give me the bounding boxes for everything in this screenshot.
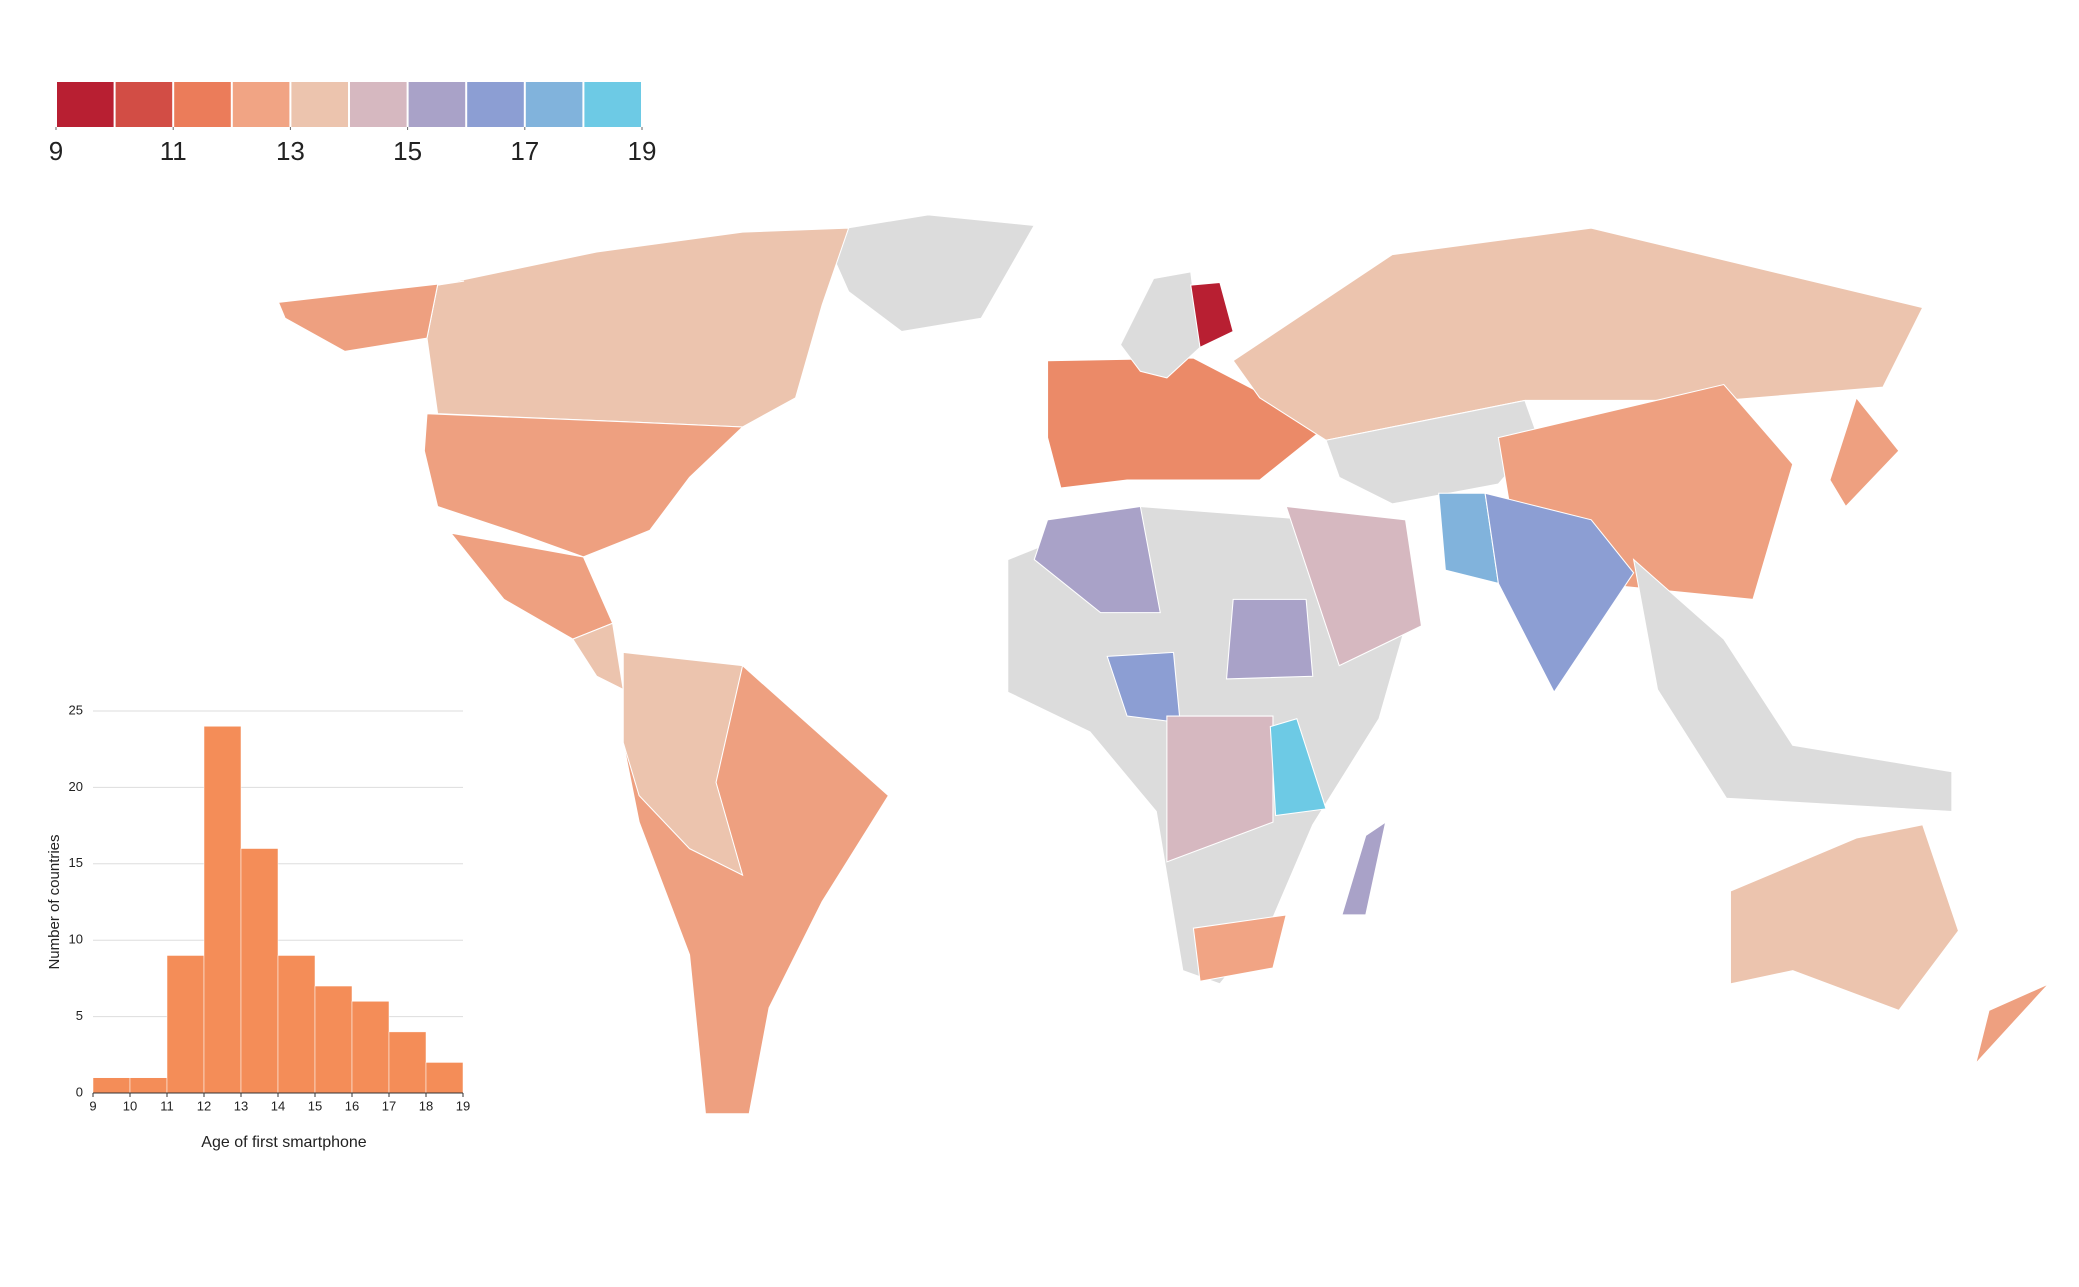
legend-swatch bbox=[467, 82, 524, 127]
canada bbox=[426, 227, 850, 428]
russia bbox=[1232, 227, 1924, 441]
bar bbox=[203, 726, 242, 1094]
x-tick-label: 17 bbox=[382, 1098, 396, 1113]
x-tick-label: 18 bbox=[419, 1098, 433, 1113]
legend-swatch bbox=[525, 82, 583, 127]
new-zealand bbox=[1975, 983, 2050, 1064]
legend-swatch bbox=[174, 82, 231, 127]
legend-swatch bbox=[350, 82, 407, 127]
legend-swatch bbox=[232, 82, 290, 127]
middle-east bbox=[1285, 505, 1423, 667]
madagascar bbox=[1341, 820, 1387, 916]
legend-tick-label: 13 bbox=[276, 136, 305, 166]
y-axis-label: Number of countries bbox=[46, 834, 63, 969]
legend-swatch bbox=[57, 82, 114, 127]
sudan bbox=[1225, 598, 1314, 680]
x-tick-label: 12 bbox=[197, 1098, 211, 1113]
y-tick-label: 20 bbox=[69, 779, 83, 794]
x-tick-label: 13 bbox=[234, 1098, 248, 1113]
y-tick-label: 15 bbox=[69, 855, 83, 870]
south-africa bbox=[1192, 914, 1287, 982]
central-asia bbox=[1325, 399, 1539, 505]
legend-tick-label: 15 bbox=[393, 136, 422, 166]
x-tick-label: 11 bbox=[160, 1098, 174, 1113]
bar bbox=[240, 848, 279, 1094]
x-axis-label: Age of first smartphone bbox=[201, 1134, 367, 1151]
x-tick-label: 10 bbox=[123, 1098, 137, 1113]
bar bbox=[166, 955, 205, 1094]
south-america-west bbox=[622, 651, 744, 877]
finland bbox=[1190, 281, 1234, 349]
legend-tick-label: 9 bbox=[49, 136, 63, 166]
bar bbox=[425, 1062, 464, 1094]
x-tick-label: 15 bbox=[308, 1098, 322, 1113]
legend-tick-label: 17 bbox=[510, 136, 539, 166]
india bbox=[1484, 492, 1635, 694]
world-map bbox=[277, 214, 2050, 1115]
bar bbox=[129, 1077, 168, 1094]
y-tick-label: 0 bbox=[76, 1084, 83, 1099]
legend-swatch bbox=[584, 82, 641, 127]
australia bbox=[1729, 824, 1960, 1012]
algeria bbox=[1033, 505, 1161, 614]
y-tick-label: 25 bbox=[69, 702, 83, 717]
southeast-asia bbox=[1632, 558, 1953, 813]
legend-swatch bbox=[291, 82, 348, 127]
y-tick-label: 5 bbox=[76, 1008, 83, 1023]
x-tick-label: 19 bbox=[456, 1098, 470, 1113]
central-africa bbox=[1166, 715, 1274, 863]
bar bbox=[314, 985, 353, 1094]
bar bbox=[92, 1077, 131, 1094]
legend-swatch bbox=[408, 82, 466, 127]
bar bbox=[277, 955, 316, 1094]
x-tick-label: 14 bbox=[271, 1098, 285, 1113]
greenland bbox=[821, 214, 1036, 333]
usa bbox=[423, 413, 744, 558]
x-tick-label: 16 bbox=[345, 1098, 359, 1113]
legend-swatch bbox=[115, 82, 173, 127]
y-tick-label: 10 bbox=[69, 932, 83, 947]
legend-tick-label: 19 bbox=[628, 136, 657, 166]
alaska bbox=[277, 280, 465, 352]
legend-tick-label: 11 bbox=[160, 136, 187, 166]
bar bbox=[351, 1001, 390, 1094]
color-legend: 9 11 13 15 17 19 bbox=[49, 82, 657, 166]
japan bbox=[1829, 396, 1900, 508]
histogram: Age of first smartphone Number of countr… bbox=[46, 702, 470, 1151]
tanzania bbox=[1269, 718, 1327, 817]
x-tick-label: 9 bbox=[89, 1098, 96, 1113]
bar bbox=[388, 1031, 427, 1094]
europe bbox=[1047, 357, 1327, 489]
